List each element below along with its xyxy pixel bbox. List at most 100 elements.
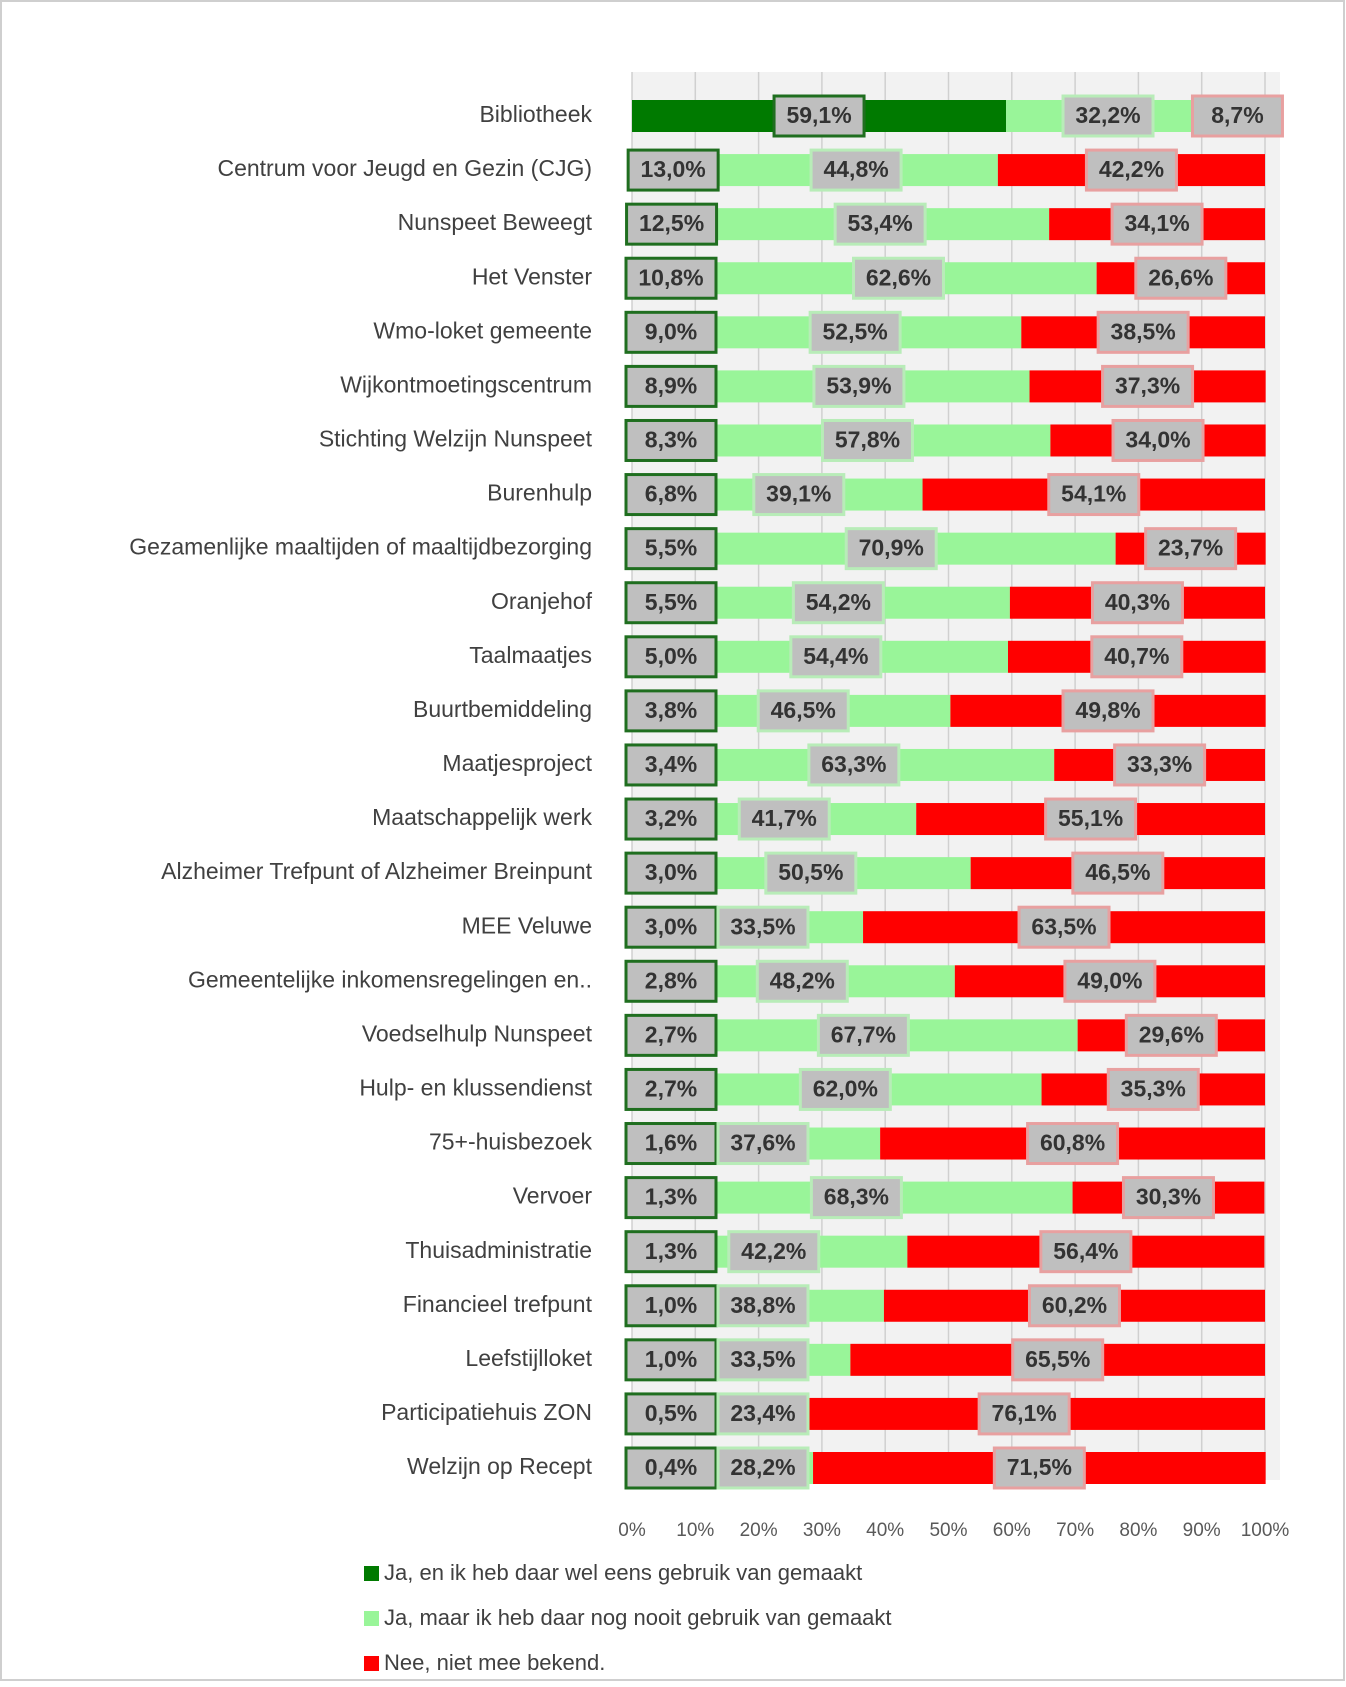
category-label: Oranjehof xyxy=(491,588,593,614)
category-label: Welzijn op Recept xyxy=(407,1453,593,1479)
data-label: 1,6% xyxy=(645,1130,697,1156)
data-label: 30,3% xyxy=(1136,1184,1201,1210)
label-box xyxy=(624,743,718,787)
label-box xyxy=(1027,1284,1121,1328)
category-label: Hulp- en klussendienst xyxy=(359,1075,592,1101)
data-label: 2,8% xyxy=(645,967,697,993)
x-tick-label: 20% xyxy=(740,1520,778,1541)
data-label: 53,4% xyxy=(848,210,913,236)
label-box xyxy=(624,1176,718,1220)
label-box xyxy=(851,256,945,300)
data-label: 32,2% xyxy=(1075,102,1140,128)
data-label: 71,5% xyxy=(1007,1454,1072,1480)
label-box xyxy=(624,797,718,841)
data-label: 23,4% xyxy=(730,1400,795,1426)
label-box xyxy=(624,256,718,300)
category-label: Stichting Welzijn Nunspeet xyxy=(319,426,593,452)
label-box xyxy=(1026,1122,1120,1166)
data-label: 0,5% xyxy=(645,1400,697,1426)
data-label: 34,1% xyxy=(1124,210,1189,236)
label-box xyxy=(1071,851,1165,895)
label-box xyxy=(727,1230,821,1274)
data-label: 33,3% xyxy=(1127,751,1192,777)
label-box xyxy=(624,1446,718,1490)
label-box xyxy=(716,1446,810,1490)
category-label: Centrum voor Jeugd en Gezin (CJG) xyxy=(217,155,592,181)
data-label: 1,0% xyxy=(645,1346,697,1372)
label-box xyxy=(626,148,720,192)
legend-label: Ja, en ik heb daar wel eens gebruik van … xyxy=(384,1560,862,1585)
x-tick-label: 90% xyxy=(1183,1520,1221,1541)
category-label: Bibliotheek xyxy=(479,101,592,127)
data-label: 65,5% xyxy=(1025,1346,1090,1372)
label-box xyxy=(1106,1067,1200,1111)
category-label: Maatjesproject xyxy=(442,750,592,776)
label-box xyxy=(624,1122,718,1166)
data-label: 5,5% xyxy=(645,535,697,561)
data-label: 44,8% xyxy=(823,156,888,182)
label-box xyxy=(624,418,718,462)
label-box xyxy=(624,1338,718,1382)
category-label: Participatiehuis ZON xyxy=(381,1399,592,1425)
data-label: 54,4% xyxy=(803,643,868,669)
data-label: 3,0% xyxy=(645,859,697,885)
label-box xyxy=(624,1013,718,1057)
data-label: 10,8% xyxy=(638,264,703,290)
category-label: Gemeentelijke inkomensregelingen en.. xyxy=(188,966,592,992)
label-box xyxy=(807,743,901,787)
label-box xyxy=(737,797,831,841)
label-box xyxy=(624,473,718,517)
label-box xyxy=(791,581,885,625)
label-box xyxy=(1063,959,1157,1003)
legend-swatch xyxy=(364,1656,379,1671)
data-label: 9,0% xyxy=(645,318,697,344)
label-box xyxy=(1111,418,1205,462)
x-tick-label: 0% xyxy=(618,1520,646,1541)
label-box xyxy=(624,635,718,679)
data-label: 37,3% xyxy=(1115,372,1180,398)
label-box xyxy=(1124,1013,1218,1057)
data-label: 2,7% xyxy=(645,1076,697,1102)
x-tick-label: 10% xyxy=(676,1520,714,1541)
data-label: 63,3% xyxy=(821,751,886,777)
data-label: 5,0% xyxy=(645,643,697,669)
x-tick-label: 70% xyxy=(1056,1520,1094,1541)
label-box xyxy=(1039,1230,1133,1274)
label-box xyxy=(808,310,902,354)
data-label: 8,9% xyxy=(645,372,697,398)
category-label: Financieel trefpunt xyxy=(403,1291,593,1317)
label-box xyxy=(624,1284,718,1328)
data-label: 33,5% xyxy=(730,1346,795,1372)
label-box xyxy=(1121,1176,1215,1220)
category-label: Wmo-loket gemeente xyxy=(373,317,592,343)
category-label: Leefstijlloket xyxy=(465,1345,592,1371)
x-tick-label: 30% xyxy=(803,1520,841,1541)
label-box xyxy=(1090,581,1184,625)
data-label: 76,1% xyxy=(992,1400,1057,1426)
category-label: Voedselhulp Nunspeet xyxy=(362,1020,593,1046)
data-label: 35,3% xyxy=(1121,1076,1186,1102)
label-box xyxy=(716,1338,810,1382)
label-box xyxy=(1061,94,1155,138)
category-label: Alzheimer Trefpunt of Alzheimer Breinpun… xyxy=(161,858,592,884)
data-label: 12,5% xyxy=(639,210,704,236)
category-label: 75+-huisbezoek xyxy=(429,1129,593,1155)
x-tick-label: 50% xyxy=(929,1520,967,1541)
label-box xyxy=(1084,148,1178,192)
label-box xyxy=(1011,1338,1105,1382)
data-label: 42,2% xyxy=(1099,156,1164,182)
legend-swatch xyxy=(364,1611,379,1626)
legend-swatch xyxy=(364,1566,379,1581)
label-box xyxy=(1090,635,1184,679)
label-box xyxy=(624,310,718,354)
label-box xyxy=(624,689,718,733)
data-label: 42,2% xyxy=(741,1238,806,1264)
category-label: Het Venster xyxy=(472,263,593,289)
category-label: Gezamenlijke maaltijden of maaltijdbezor… xyxy=(129,534,592,560)
data-label: 8,3% xyxy=(645,427,697,453)
label-box xyxy=(992,1446,1086,1490)
label-box xyxy=(624,581,718,625)
data-label: 3,8% xyxy=(645,697,697,723)
data-label: 1,3% xyxy=(645,1238,697,1264)
